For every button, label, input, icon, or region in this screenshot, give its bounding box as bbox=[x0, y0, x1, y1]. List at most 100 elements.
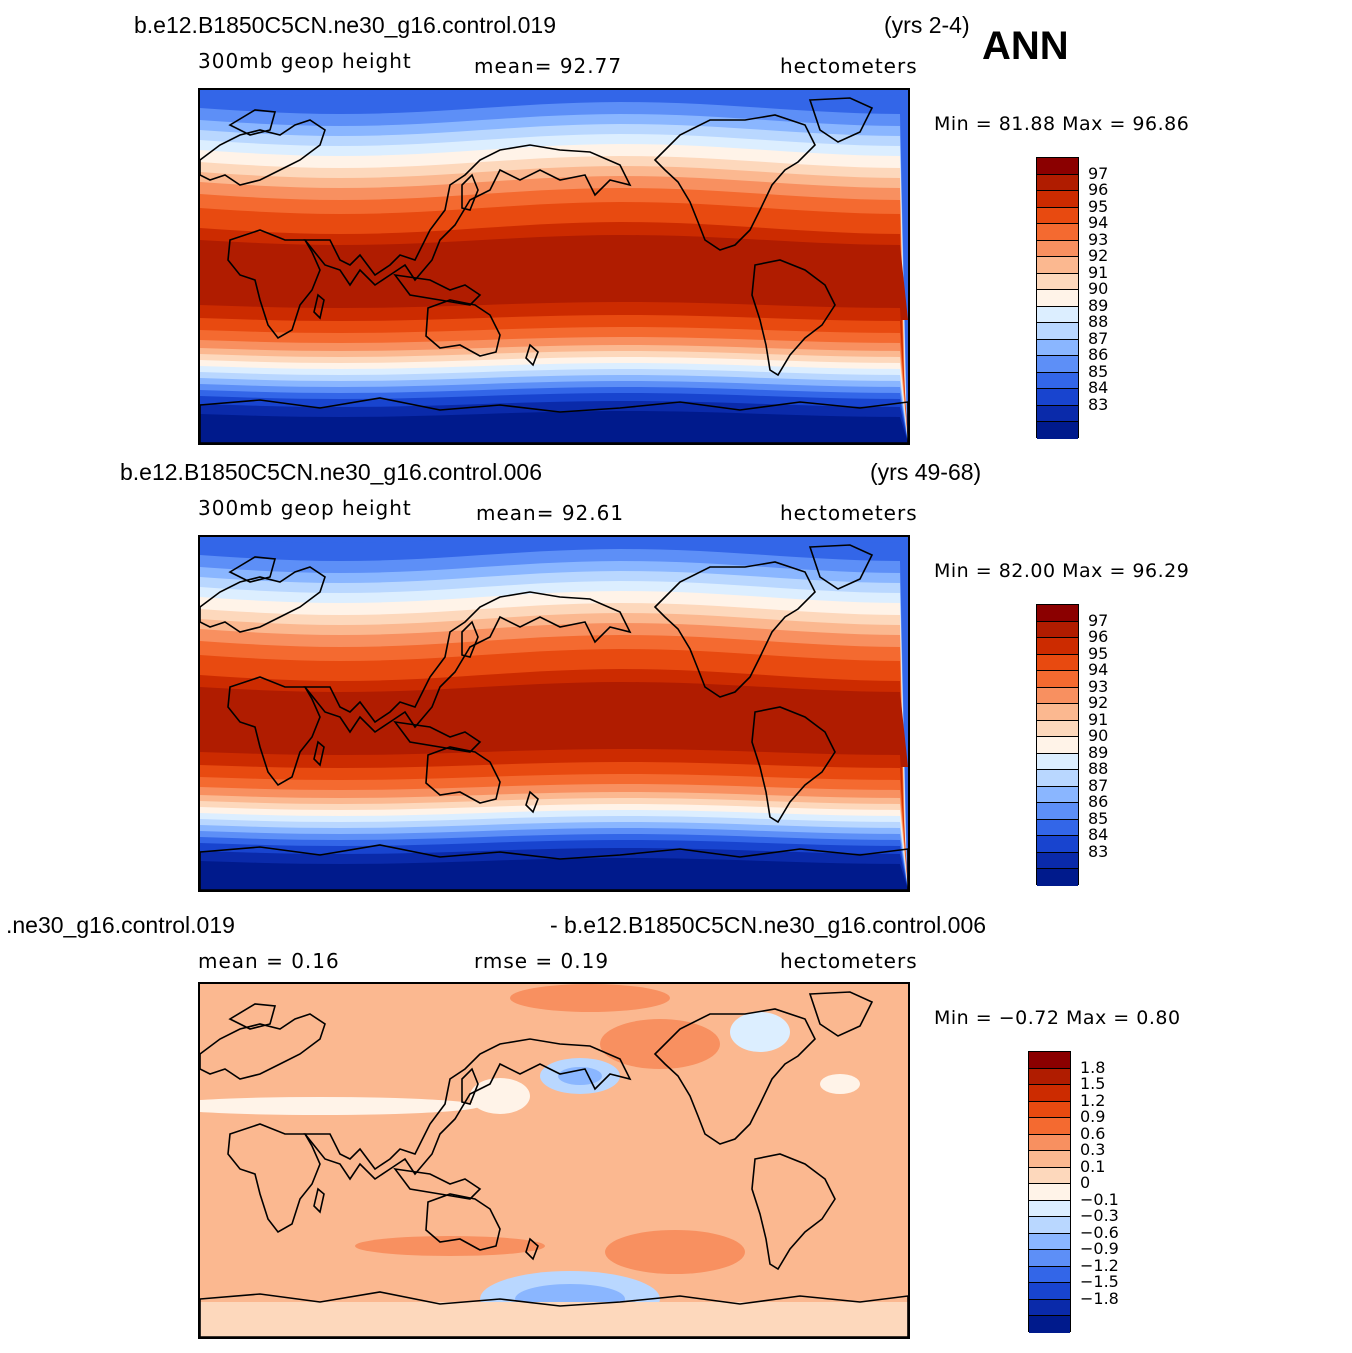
colorbar-swatch bbox=[1037, 687, 1078, 705]
colorbar-swatch bbox=[1037, 191, 1078, 208]
colorbar-swatch bbox=[1037, 372, 1078, 390]
panel2-years: (yrs 49-68) bbox=[870, 459, 982, 485]
colorbar-swatch bbox=[1029, 1299, 1070, 1317]
colorbar-label: 91 bbox=[1088, 262, 1109, 282]
colorbar-label: 85 bbox=[1088, 808, 1109, 828]
colorbar-label: 83 bbox=[1088, 841, 1109, 861]
panel2-map bbox=[198, 535, 910, 892]
colorbar-swatch bbox=[1037, 869, 1078, 886]
colorbar-swatch bbox=[1037, 224, 1078, 241]
colorbar-swatch bbox=[1029, 1068, 1070, 1086]
colorbar-label: 97 bbox=[1088, 163, 1109, 183]
panel2-units: hectometers bbox=[780, 501, 918, 525]
colorbar-label: 96 bbox=[1088, 180, 1109, 200]
panel3-case-left: .ne30_g16.control.019 bbox=[6, 912, 235, 938]
colorbar-label: 90 bbox=[1088, 726, 1109, 746]
colorbar-label: 83 bbox=[1088, 394, 1109, 414]
colorbar-swatch bbox=[1029, 1184, 1070, 1201]
panel3-case-right: - b.e12.B1850C5CN.ne30_g16.control.006 bbox=[550, 912, 987, 938]
colorbar-swatch bbox=[1029, 1316, 1070, 1333]
colorbar-swatch bbox=[1029, 1118, 1070, 1135]
colorbar-swatch bbox=[1037, 605, 1078, 622]
colorbar-swatch bbox=[1037, 389, 1078, 406]
colorbar-swatch bbox=[1029, 1266, 1070, 1284]
panel3-rmse: rmse = 0.19 bbox=[474, 949, 610, 973]
colorbar-swatch bbox=[1037, 852, 1078, 870]
panel3-colorbar bbox=[1028, 1051, 1071, 1333]
colorbar-label: 87 bbox=[1088, 775, 1109, 795]
colorbar-swatch bbox=[1037, 306, 1078, 324]
colorbar-label: 95 bbox=[1088, 643, 1109, 663]
colorbar-label: 89 bbox=[1088, 742, 1109, 762]
colorbar-swatch bbox=[1037, 339, 1078, 357]
colorbar-swatch bbox=[1029, 1233, 1070, 1251]
colorbar-label: 1.8 bbox=[1080, 1057, 1106, 1077]
colorbar-label: 84 bbox=[1088, 825, 1109, 845]
colorbar-swatch bbox=[1037, 654, 1078, 672]
colorbar-label: 86 bbox=[1088, 345, 1109, 365]
colorbar-label: −1.8 bbox=[1080, 1288, 1119, 1308]
colorbar-swatch bbox=[1037, 770, 1078, 787]
colorbar-label: −0.9 bbox=[1080, 1239, 1119, 1259]
panel3-minmax: Min = −0.72 Max = 0.80 bbox=[934, 1007, 1181, 1029]
panel2-variable: 300mb geop height bbox=[198, 496, 412, 520]
colorbar-swatch bbox=[1037, 836, 1078, 853]
colorbar-swatch bbox=[1029, 1134, 1070, 1152]
colorbar-label: 87 bbox=[1088, 328, 1109, 348]
panel1-colorbar bbox=[1036, 157, 1079, 439]
colorbar-swatch bbox=[1029, 1052, 1070, 1069]
panel1-mean: mean= 92.77 bbox=[474, 54, 623, 78]
colorbar-label: 94 bbox=[1088, 660, 1109, 680]
colorbar-swatch bbox=[1037, 273, 1078, 291]
panel3-units: hectometers bbox=[780, 949, 918, 973]
colorbar-swatch bbox=[1037, 240, 1078, 258]
colorbar-swatch bbox=[1037, 704, 1078, 721]
colorbar-swatch bbox=[1037, 257, 1078, 274]
panel1-case-title: b.e12.B1850C5CN.ne30_g16.control.019 bbox=[134, 12, 556, 38]
colorbar-label: 0.6 bbox=[1080, 1123, 1106, 1143]
colorbar-swatch bbox=[1029, 1167, 1070, 1185]
colorbar-swatch bbox=[1037, 671, 1078, 688]
panel3-map bbox=[198, 982, 910, 1339]
colorbar-label: 0.3 bbox=[1080, 1140, 1106, 1160]
colorbar-swatch bbox=[1037, 356, 1078, 373]
panel2-case-title: b.e12.B1850C5CN.ne30_g16.control.006 bbox=[120, 459, 542, 485]
panel3-mean: mean = 0.16 bbox=[198, 949, 340, 973]
colorbar-swatch bbox=[1029, 1151, 1070, 1168]
panel2-colorbar bbox=[1036, 604, 1079, 886]
season-label: ANN bbox=[982, 24, 1069, 68]
colorbar-label: −0.3 bbox=[1080, 1206, 1119, 1226]
colorbar-label: 96 bbox=[1088, 627, 1109, 647]
colorbar-swatch bbox=[1037, 621, 1078, 639]
colorbar-swatch bbox=[1037, 422, 1078, 439]
panel1-units: hectometers bbox=[780, 54, 918, 78]
panel1-years: (yrs 2-4) bbox=[884, 12, 970, 38]
colorbar-label: 84 bbox=[1088, 378, 1109, 398]
panel2-mean: mean= 92.61 bbox=[476, 501, 625, 525]
colorbar-label: 1.2 bbox=[1080, 1090, 1106, 1110]
colorbar-label: 93 bbox=[1088, 229, 1109, 249]
colorbar-label: 1.5 bbox=[1080, 1074, 1106, 1094]
colorbar-swatch bbox=[1037, 323, 1078, 340]
colorbar-label: 0 bbox=[1080, 1173, 1091, 1193]
colorbar-swatch bbox=[1037, 638, 1078, 655]
colorbar-label: −1.5 bbox=[1080, 1272, 1119, 1292]
colorbar-label: −0.6 bbox=[1080, 1222, 1119, 1242]
colorbar-swatch bbox=[1029, 1283, 1070, 1300]
colorbar-swatch bbox=[1029, 1101, 1070, 1119]
colorbar-swatch bbox=[1037, 819, 1078, 837]
colorbar-swatch bbox=[1037, 737, 1078, 754]
panel1-variable: 300mb geop height bbox=[198, 49, 412, 73]
colorbar-swatch bbox=[1037, 753, 1078, 771]
colorbar-swatch bbox=[1029, 1250, 1070, 1267]
colorbar-label: 91 bbox=[1088, 709, 1109, 729]
colorbar-label: 88 bbox=[1088, 312, 1109, 332]
panel1-map bbox=[198, 88, 910, 445]
colorbar-label: 92 bbox=[1088, 693, 1109, 713]
colorbar-swatch bbox=[1029, 1200, 1070, 1218]
colorbar-label: 93 bbox=[1088, 676, 1109, 696]
colorbar-label: 88 bbox=[1088, 759, 1109, 779]
colorbar-label: 85 bbox=[1088, 361, 1109, 381]
colorbar-label: 95 bbox=[1088, 196, 1109, 216]
colorbar-label: 89 bbox=[1088, 295, 1109, 315]
